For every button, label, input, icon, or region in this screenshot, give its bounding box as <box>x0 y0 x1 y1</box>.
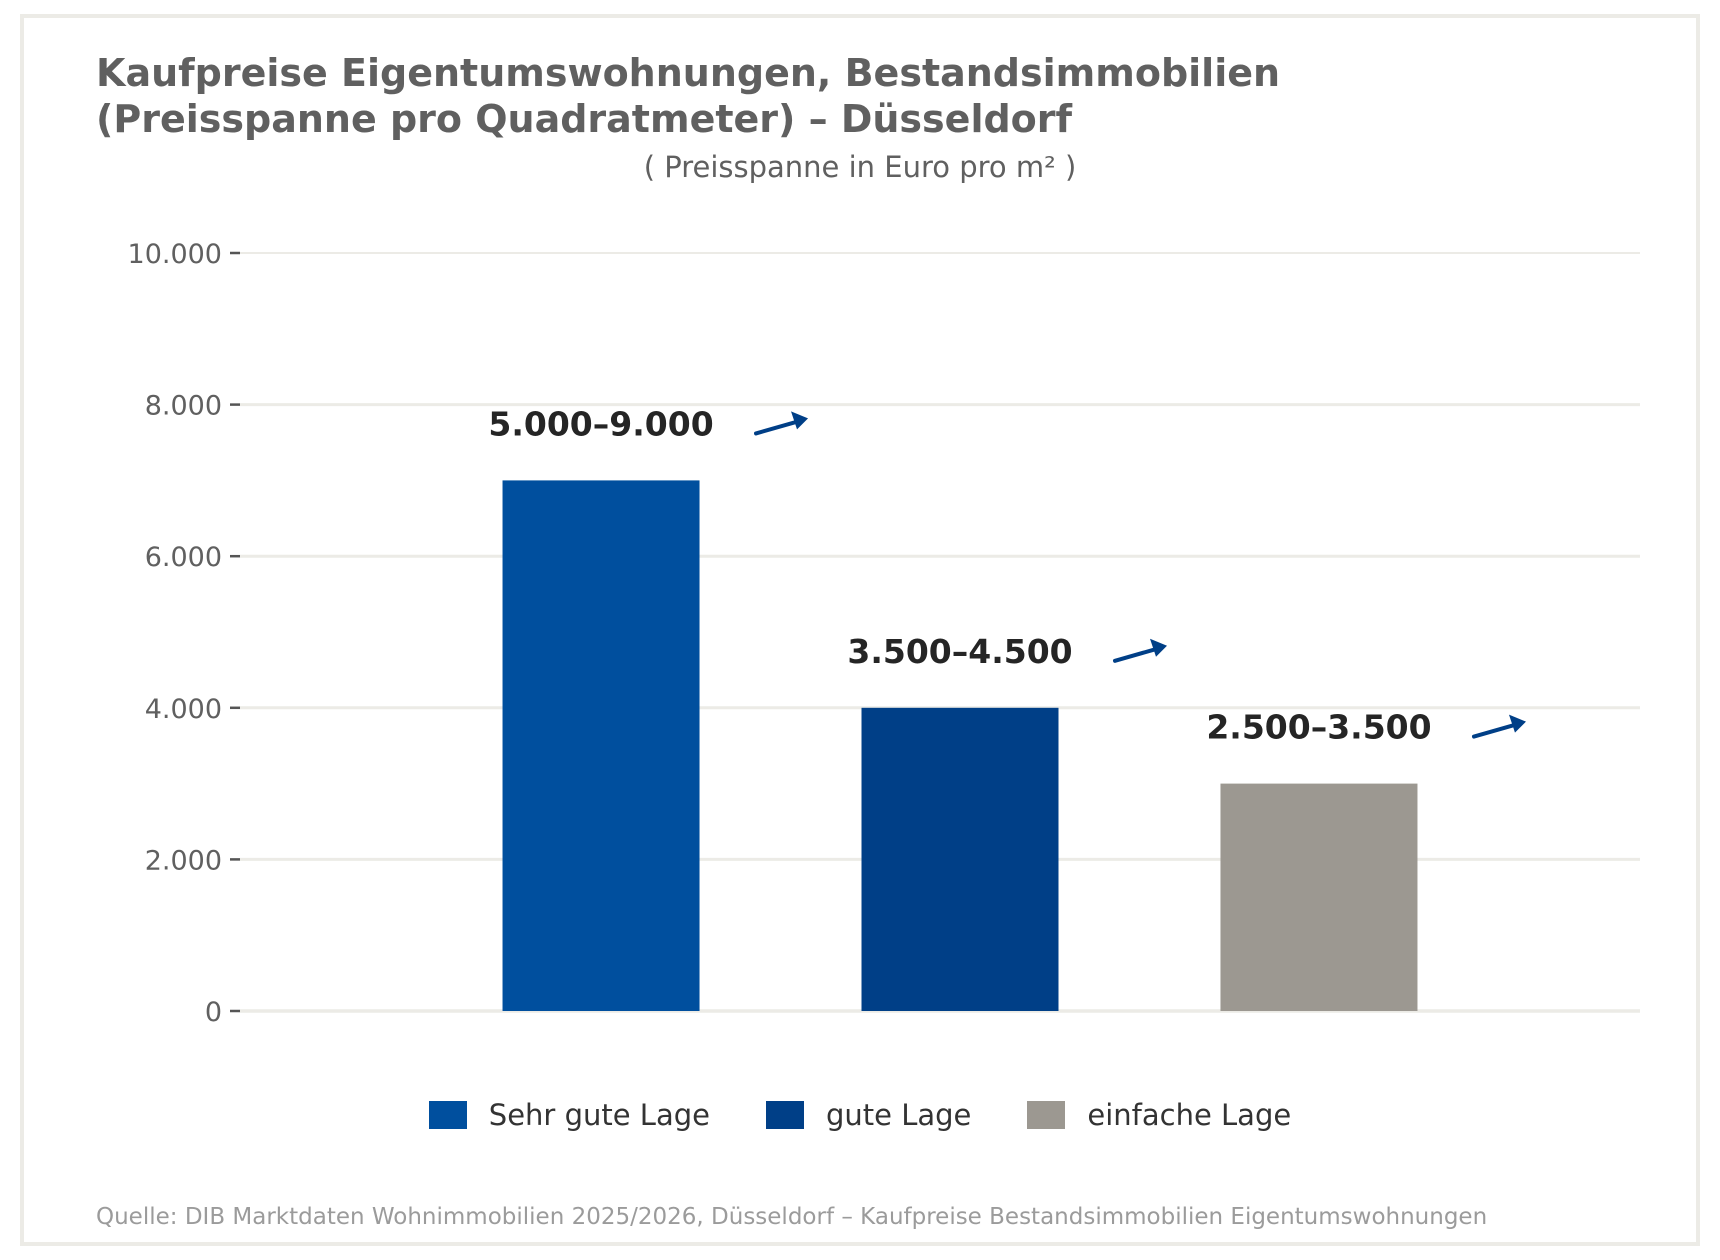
bar-value-label: 2.500–3.500 <box>1206 708 1431 747</box>
chart-frame <box>20 14 1700 1246</box>
arrow-up-right-icon <box>1113 638 1167 663</box>
chart-legend: Sehr gute Lage gute Lage einfache Lage <box>0 1098 1720 1132</box>
y-tick-label: 2.000 <box>145 845 222 876</box>
chart-title-line-1: Kaufpreise Eigentumswohnungen, Bestandsi… <box>96 51 1281 95</box>
bar-value-label: 3.500–4.500 <box>847 632 1072 671</box>
chart-title-line-2: (Preisspanne pro Quadratmeter) – Düsseld… <box>96 97 1073 141</box>
y-tick-label: 8.000 <box>145 391 222 422</box>
legend-swatch <box>1027 1101 1066 1129</box>
arrow-up-right-icon <box>754 411 809 436</box>
y-tick-label: 10.000 <box>128 239 222 270</box>
y-tick-label: 6.000 <box>145 542 222 573</box>
legend-label: gute Lage <box>825 1098 972 1132</box>
legend-label: einfache Lage <box>1087 1098 1292 1132</box>
legend-item: einfache Lage <box>1027 1098 1291 1132</box>
bar-value-label: 5.000–9.000 <box>488 404 713 443</box>
source-note: Quelle: DIB Marktdaten Wohnimmobilien 20… <box>96 1204 1488 1230</box>
y-tick-label: 0 <box>205 997 222 1028</box>
y-tick-label: 4.000 <box>145 694 222 725</box>
legend-swatch <box>428 1101 467 1129</box>
legend-item: Sehr gute Lage <box>428 1098 710 1132</box>
chart-subtitle: ( Preisspanne in Euro pro m² ) <box>643 150 1077 184</box>
bar-2 <box>861 707 1059 1011</box>
bar-3 <box>1220 783 1418 1011</box>
legend-label: Sehr gute Lage <box>488 1098 710 1132</box>
arrow-up-right-icon <box>1471 714 1526 739</box>
bar-1 <box>502 480 700 1011</box>
legend-swatch <box>765 1101 804 1129</box>
chart-title: Kaufpreise Eigentumswohnungen, Bestandsi… <box>96 50 1280 142</box>
legend-item: gute Lage <box>765 1098 972 1132</box>
